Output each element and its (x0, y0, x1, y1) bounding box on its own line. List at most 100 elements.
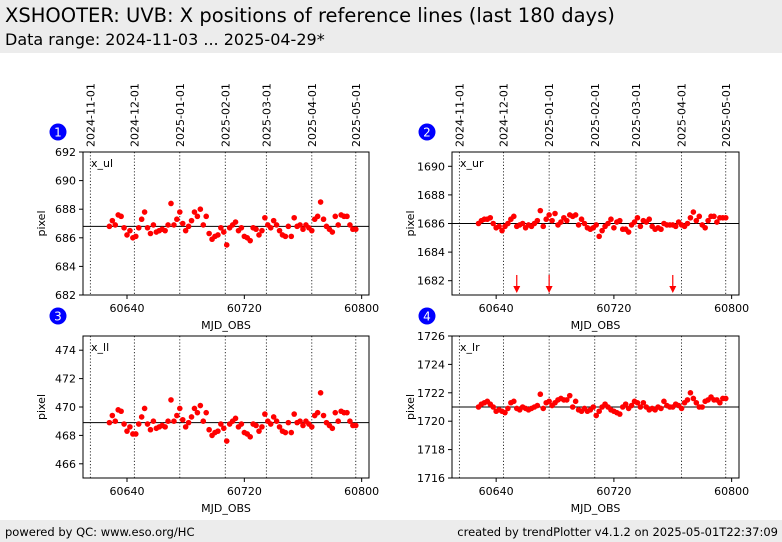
data-point (534, 402, 541, 409)
data-point (546, 398, 552, 405)
data-point (112, 418, 119, 425)
data-point (499, 227, 505, 234)
data-point (197, 402, 204, 409)
data-point (687, 214, 694, 221)
data-point (253, 422, 259, 429)
data-point (711, 213, 717, 220)
data-point (124, 232, 130, 238)
panel-badge-number: 2 (423, 126, 431, 140)
report-header: XSHOOTER: UVB: X positions of reference … (0, 0, 782, 53)
data-point (309, 227, 315, 234)
data-point (206, 426, 212, 433)
data-point (162, 424, 168, 430)
y-tick-label: 688 (55, 203, 76, 216)
date-marker-label: 2025-05-01 (720, 83, 733, 147)
data-point (722, 395, 729, 402)
data-point (611, 224, 617, 231)
data-point (519, 220, 526, 227)
data-point (658, 405, 664, 412)
data-point (238, 224, 245, 231)
data-point (124, 428, 130, 434)
data-point (552, 210, 558, 217)
y-tick-label: 470 (55, 401, 76, 414)
data-point (596, 408, 602, 415)
data-point (127, 424, 133, 430)
data-point (490, 220, 497, 227)
data-point (273, 418, 280, 425)
data-point (309, 424, 315, 430)
series-label: x_ul (91, 157, 113, 170)
data-point (505, 220, 511, 227)
data-point (106, 223, 113, 230)
data-point (317, 390, 324, 396)
data-point (256, 428, 262, 434)
data-point (300, 422, 306, 429)
data-point (335, 222, 342, 228)
y-tick-label: 684 (55, 260, 76, 273)
data-point (502, 409, 508, 416)
date-marker-label: 2025-03-01 (630, 83, 643, 147)
date-marker-label: 2025-01-01 (543, 83, 556, 147)
data-point (581, 220, 588, 227)
data-point (288, 233, 295, 240)
data-point (185, 223, 192, 230)
data-point (490, 404, 497, 410)
data-point (578, 216, 585, 223)
data-point (593, 222, 600, 228)
panel-badge (418, 123, 436, 141)
data-point (684, 397, 691, 403)
data-point (628, 402, 635, 409)
data-point (179, 416, 186, 423)
data-point (106, 419, 113, 426)
data-point (672, 223, 679, 230)
data-point (549, 217, 555, 224)
data-range-subtitle: Data range: 2024-11-03 ... 2025-04-29* (5, 30, 325, 49)
data-point (203, 213, 209, 220)
data-point (282, 429, 289, 436)
y-tick-label: 1724 (417, 358, 445, 371)
data-point (537, 207, 544, 214)
data-point (259, 227, 265, 234)
y-tick-label: 466 (55, 458, 76, 471)
data-point (599, 227, 605, 234)
x-tick-label: 60720 (227, 302, 262, 315)
data-point (353, 226, 359, 233)
data-point (273, 222, 280, 228)
date-marker-label: 2025-02-01 (589, 83, 602, 147)
y-axis-label: pixel (35, 210, 48, 236)
data-point (631, 219, 638, 225)
data-point (133, 233, 139, 240)
data-point (640, 399, 647, 406)
data-point (566, 392, 573, 399)
data-point (285, 419, 292, 426)
data-point (332, 409, 339, 416)
data-point (347, 418, 353, 425)
date-marker-label: 2025-05-01 (350, 83, 363, 147)
data-point (314, 213, 321, 220)
x-tick-label: 60640 (479, 485, 514, 498)
data-point (625, 229, 632, 235)
data-point (144, 421, 151, 427)
data-point (344, 213, 350, 220)
data-point (177, 209, 183, 215)
data-point (699, 404, 706, 410)
x-axis-label: MJD_OBS (571, 502, 621, 515)
y-tick-label: 1690 (417, 160, 445, 173)
data-point (300, 226, 306, 233)
data-point (696, 213, 703, 220)
data-point (194, 213, 201, 220)
data-point (285, 223, 292, 230)
data-point (543, 216, 549, 223)
data-point (262, 214, 268, 221)
data-point (608, 216, 614, 223)
chart-panel-1: 2024-11-01 2024-12-01 2025-01-01 2025-02-01… (35, 83, 379, 332)
data-point (558, 219, 564, 225)
data-point (616, 411, 623, 417)
data-point (511, 213, 517, 220)
data-point (270, 414, 277, 420)
date-marker-label: 2024-11-01 (84, 83, 97, 147)
data-point (596, 233, 602, 240)
y-tick-label: 1688 (417, 189, 445, 202)
data-point (487, 214, 494, 221)
data-point (690, 209, 697, 215)
